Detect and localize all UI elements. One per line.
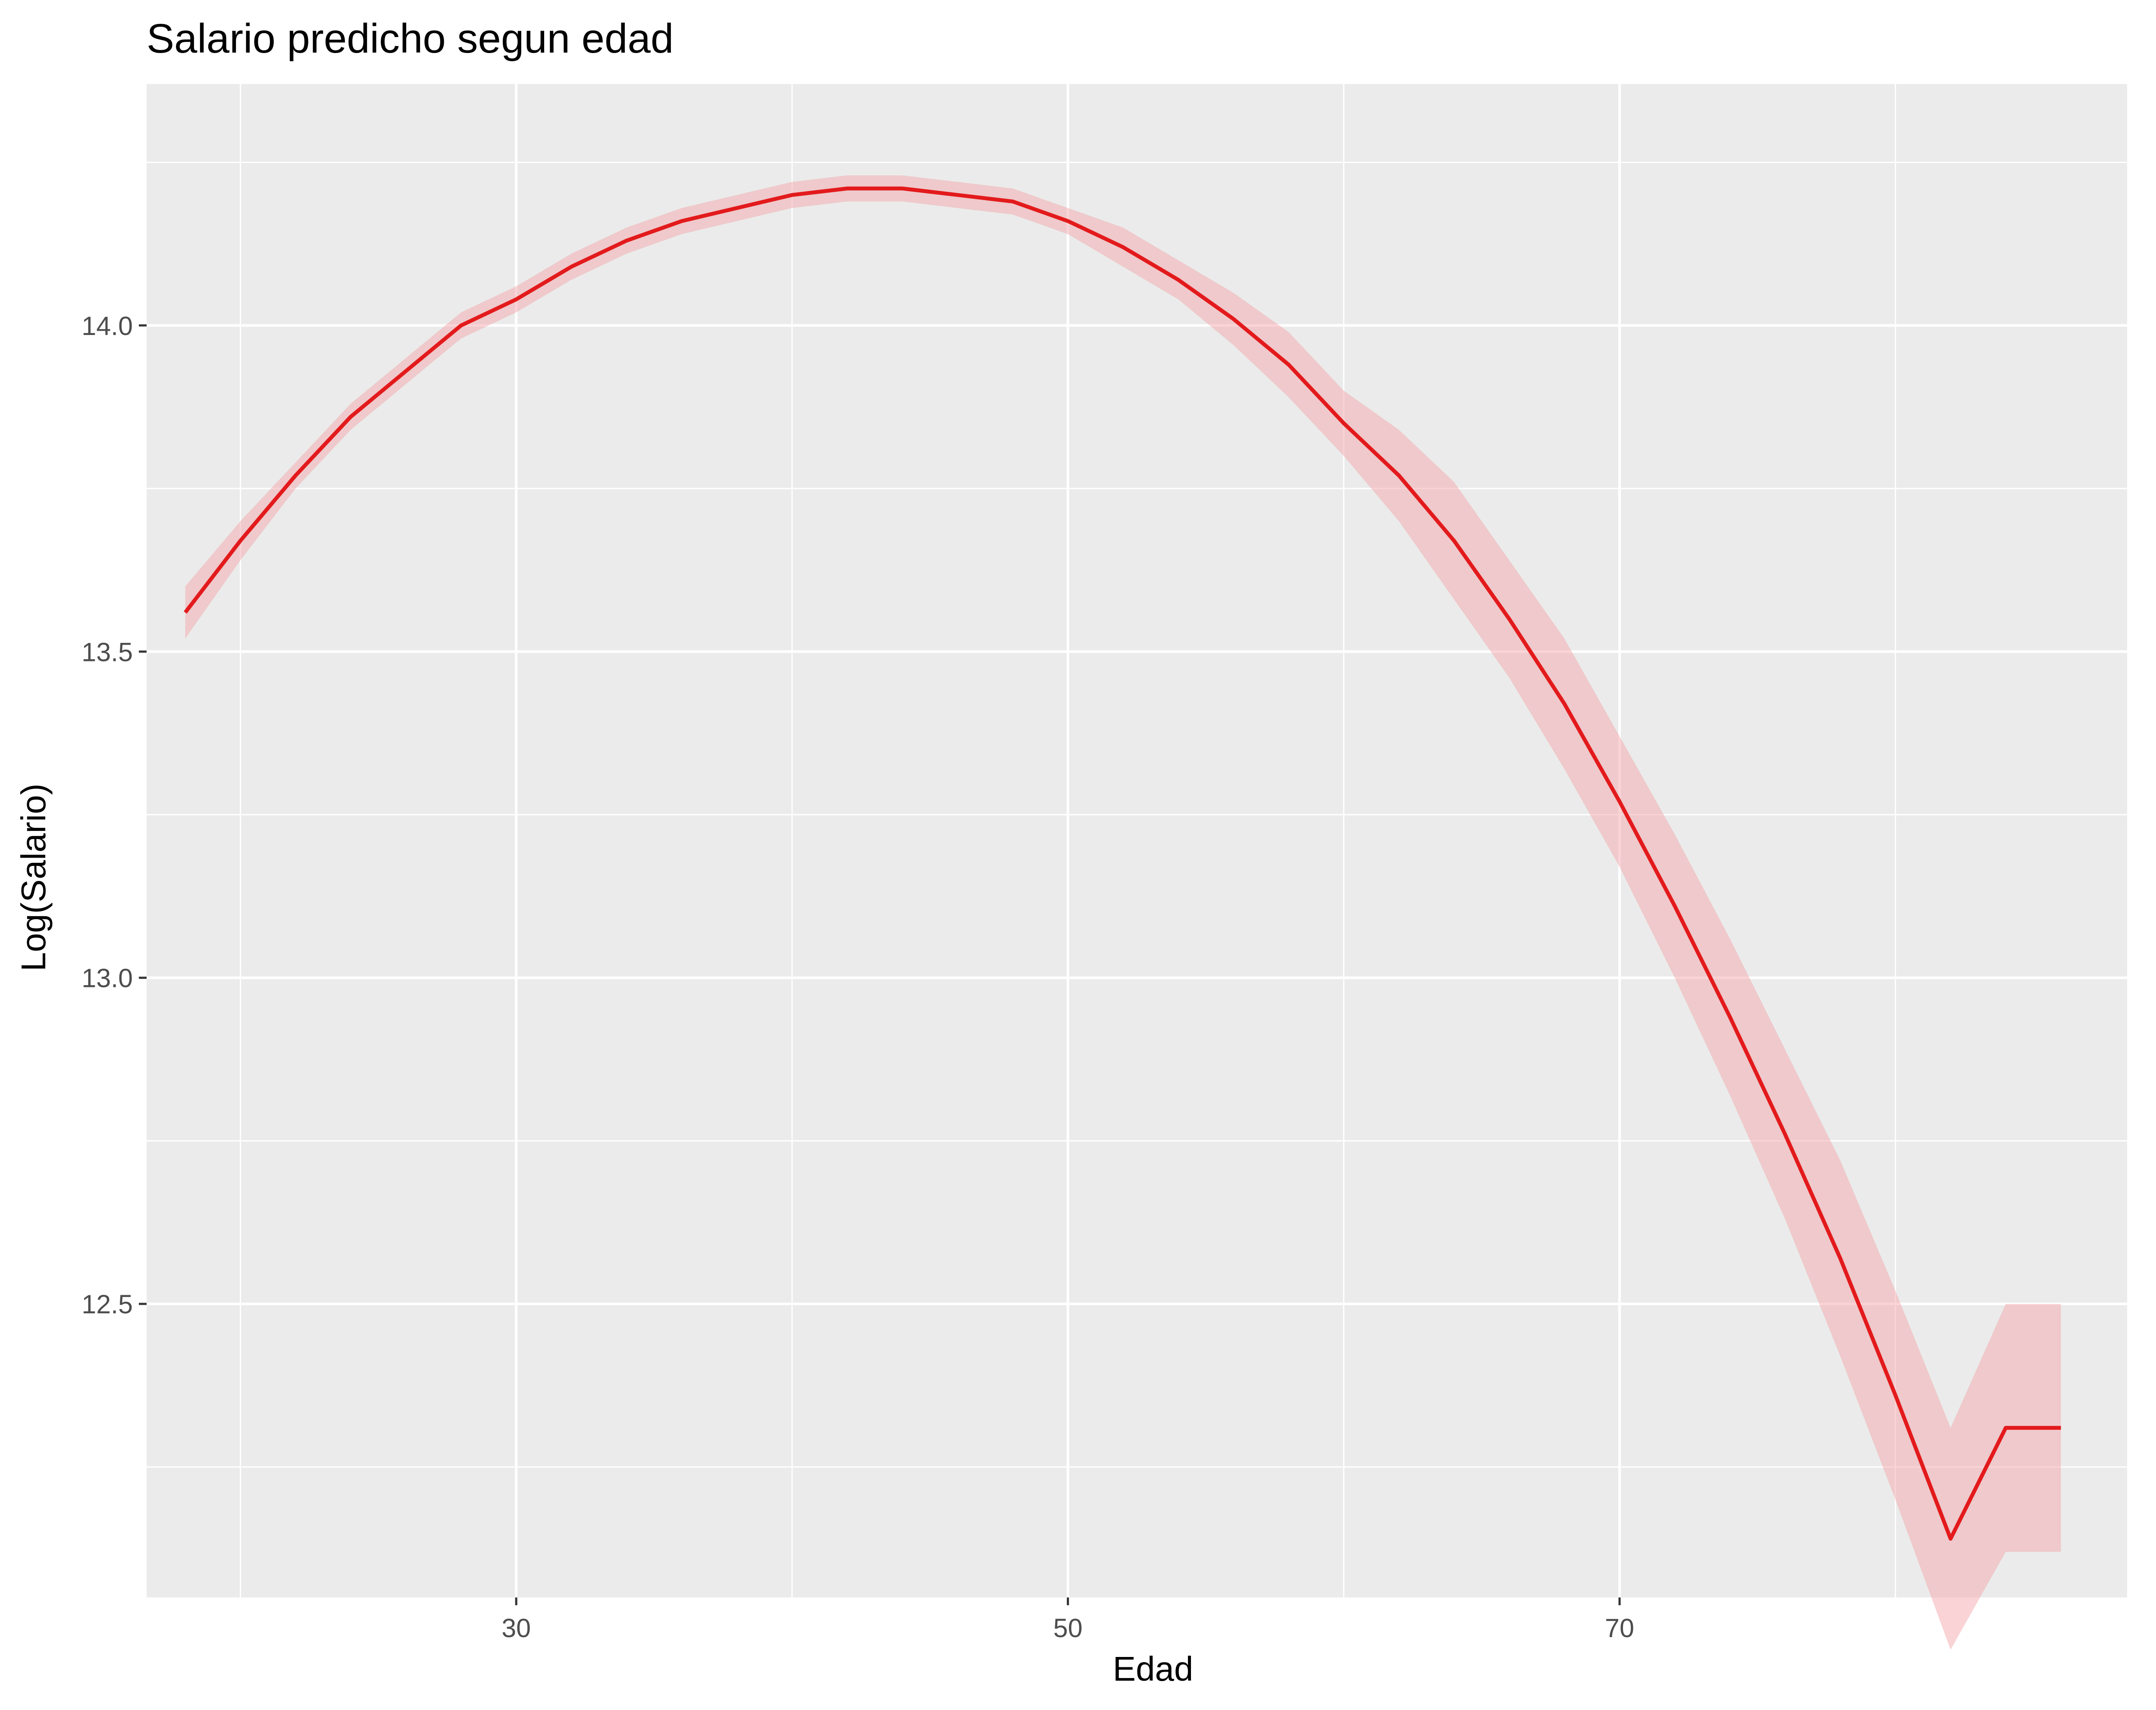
y-tick-label: 13.0 (81, 964, 133, 993)
prediction-line-layer (184, 186, 2061, 1541)
x-tick-label: 50 (1053, 1613, 1083, 1643)
prediction-line (184, 186, 2061, 1541)
y-tick-label: 14.0 (81, 311, 133, 341)
x-tick-label: 70 (1605, 1613, 1634, 1643)
y-tick-label: 13.5 (81, 637, 133, 667)
y-tick-label: 12.5 (81, 1290, 133, 1319)
y-axis-title: Log(Salario) (14, 783, 53, 971)
chart-title: Salario predicho segun edad (147, 16, 674, 62)
x-tick-label: 30 (501, 1613, 531, 1643)
y-axis: 12.5 13.0 13.5 14.0 (81, 311, 147, 1319)
x-axis-title: Edad (1113, 1650, 1194, 1688)
plot-panel (147, 84, 2127, 1597)
confidence-band-layer (185, 175, 2061, 1650)
x-axis: 30 50 70 (501, 1597, 1634, 1643)
confidence-band (185, 175, 2061, 1650)
